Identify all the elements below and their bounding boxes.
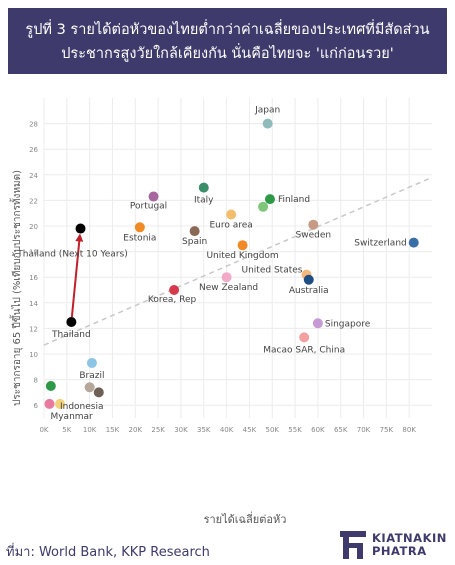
point-label: Finland bbox=[278, 195, 310, 205]
data-point bbox=[308, 219, 319, 230]
tick-labels-layer: 0K 5K 10K 15K 20K 25K 30K 35K 40K 45K 50K 55K 60K 65K… bbox=[29, 121, 416, 434]
y-tick-label: 28 bbox=[29, 121, 38, 129]
point-label: Australia bbox=[289, 286, 329, 296]
y-tick-label: 26 bbox=[29, 146, 38, 154]
point-label: United Kingdom bbox=[206, 251, 278, 261]
y-tick-label: 8 bbox=[34, 377, 38, 385]
point-label: Switzerland bbox=[354, 239, 407, 249]
brand-wordmark: KIATNAKIN PHATRA bbox=[372, 532, 447, 558]
data-point bbox=[54, 398, 65, 409]
point-label: Indonesia bbox=[60, 402, 104, 412]
y-axis-title: ประชากรอายุ 65 ปีขึ้นไป (%เทียบกับประชาก… bbox=[9, 170, 23, 406]
point-label: Brazil bbox=[79, 371, 104, 381]
scatter-chart: Japan Italy Portugal Finland Euro area Estoni… bbox=[9, 98, 433, 526]
x-tick-label: 50K bbox=[265, 426, 279, 434]
x-tick-label: 30K bbox=[174, 426, 188, 434]
y-tick-label: 12 bbox=[29, 325, 38, 333]
data-point bbox=[148, 191, 159, 202]
point-label: Thailand (Next 10 Years) bbox=[16, 250, 127, 260]
source-note: ที่มา: World Bank, KKP Research bbox=[6, 545, 210, 560]
y-tick-label: 16 bbox=[29, 274, 38, 282]
x-tick-label: 60K bbox=[311, 426, 325, 434]
data-point bbox=[86, 357, 97, 368]
data-point bbox=[84, 382, 95, 393]
data-point bbox=[258, 201, 269, 212]
x-tick-label: 35K bbox=[197, 426, 211, 434]
data-point bbox=[312, 318, 323, 329]
x-tick-label: 75K bbox=[380, 426, 394, 434]
x-tick-label: 45K bbox=[243, 426, 257, 434]
data-point bbox=[408, 237, 419, 248]
points-layer bbox=[44, 118, 419, 409]
trendline-layer bbox=[43, 176, 433, 346]
data-point bbox=[264, 194, 275, 205]
x-tick-label: 25K bbox=[151, 426, 165, 434]
brand-line-1: KIATNAKIN bbox=[372, 531, 447, 545]
x-tick-label: 55K bbox=[288, 426, 302, 434]
x-axis-title: รายได้เฉลี่ยต่อหัว bbox=[204, 511, 287, 526]
arrow-layer bbox=[70, 233, 84, 318]
point-label: Korea, Rep bbox=[148, 295, 197, 305]
scatter-chart-area: Japan Italy Portugal Finland Euro area Estoni… bbox=[0, 80, 455, 535]
point-label: Estonia bbox=[123, 233, 156, 243]
point-label: Spain bbox=[182, 237, 207, 247]
x-tick-label: 40K bbox=[220, 426, 234, 434]
y-tick-label: 24 bbox=[29, 172, 38, 180]
point-label: Thailand bbox=[51, 330, 91, 340]
y-tick-label: 14 bbox=[29, 300, 38, 308]
point-label: New Zealand bbox=[199, 283, 258, 293]
point-label: Japan bbox=[254, 106, 280, 116]
point-label: Euro area bbox=[209, 220, 252, 230]
y-tick-label: 10 bbox=[29, 351, 38, 359]
data-point bbox=[75, 223, 86, 234]
point-label: Myanmar bbox=[50, 412, 93, 422]
x-tick-label: 70K bbox=[357, 426, 371, 434]
data-point bbox=[303, 274, 314, 285]
kkp-logo-icon bbox=[340, 531, 366, 559]
brand-line-2: PHATRA bbox=[372, 544, 427, 558]
data-point bbox=[226, 209, 237, 220]
x-tick-label: 10K bbox=[83, 426, 97, 434]
brand-logo: KIATNAKIN PHATRA bbox=[340, 530, 450, 562]
x-tick-label: 5K bbox=[62, 426, 71, 434]
point-label: Sweden bbox=[296, 231, 332, 241]
data-point bbox=[93, 387, 104, 398]
point-label: Singapore bbox=[325, 319, 371, 329]
trendline bbox=[43, 176, 433, 346]
data-point bbox=[198, 182, 209, 193]
x-tick-label: 20K bbox=[129, 426, 143, 434]
x-tick-label: 15K bbox=[106, 426, 120, 434]
y-tick-label: 20 bbox=[29, 223, 38, 231]
data-point bbox=[44, 398, 55, 409]
data-point bbox=[66, 317, 77, 327]
y-tick-label: 22 bbox=[29, 197, 38, 205]
chart-title-banner: รูปที่ 3 รายได้ต่อหัวของไทยต่ำกว่าค่าเฉล… bbox=[8, 8, 447, 74]
x-tick-label: 80K bbox=[402, 426, 416, 434]
data-point bbox=[169, 285, 180, 295]
data-point bbox=[299, 332, 310, 343]
point-label: Macao SAR, China bbox=[263, 345, 345, 355]
x-tick-label: 0K bbox=[39, 426, 48, 434]
data-point bbox=[134, 222, 145, 233]
point-label: United States bbox=[242, 266, 303, 276]
point-label: Portugal bbox=[130, 202, 167, 212]
y-tick-label: 6 bbox=[34, 402, 39, 410]
title-line-2: ประชากรสูงวัยใกล้เคียงกัน นั่นคือไทยจะ '… bbox=[61, 46, 394, 62]
x-tick-label: 65K bbox=[334, 426, 348, 434]
data-point bbox=[237, 240, 248, 251]
data-point bbox=[45, 381, 56, 391]
point-label: Italy bbox=[194, 196, 214, 206]
title-line-1: รูปที่ 3 รายได้ต่อหัวของไทยต่ำกว่าค่าเฉล… bbox=[25, 22, 430, 38]
data-point bbox=[189, 226, 200, 237]
data-point bbox=[262, 118, 273, 129]
growth-arrow bbox=[70, 233, 84, 318]
data-point bbox=[221, 272, 232, 283]
y-tick-label: 18 bbox=[29, 249, 38, 257]
grid-lines bbox=[43, 98, 432, 418]
labels-layer: Japan Italy Portugal Finland Euro area Estoni… bbox=[16, 106, 406, 422]
